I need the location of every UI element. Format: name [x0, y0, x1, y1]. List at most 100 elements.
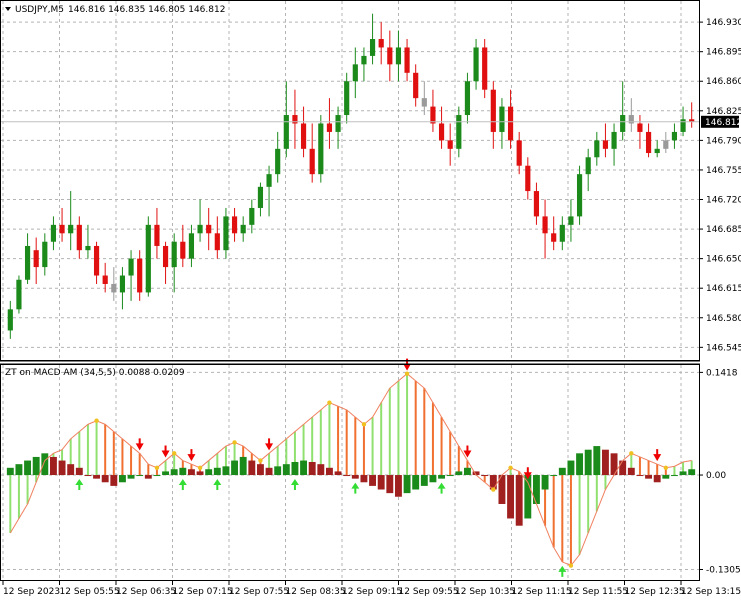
candle-body [387, 47, 393, 65]
macd-bar [653, 475, 661, 483]
candle-body [645, 131, 652, 154]
price-tag: 146.812 [701, 115, 741, 128]
candle-body [352, 64, 358, 82]
time-tick-label: 12 Sep 07:55 [229, 587, 289, 597]
turn-dot [629, 451, 634, 456]
turn-dot [94, 418, 99, 423]
turn-dot [197, 465, 203, 470]
dropdown-triangle-icon[interactable] [5, 7, 11, 11]
candle-body [154, 224, 160, 246]
candle-body [447, 140, 453, 149]
candle-body [240, 224, 246, 234]
candle-body [292, 115, 298, 124]
down-arrow-icon [161, 445, 170, 458]
candle-body [490, 89, 496, 132]
candle-body [137, 258, 143, 293]
time-tick-label: 12 Sep 2023 [3, 587, 60, 597]
time-tick-label: 12 Sep 07:15 [173, 587, 233, 597]
turn-dot [568, 563, 574, 568]
up-arrow-icon [178, 479, 187, 491]
candle-body [628, 115, 634, 124]
candle-body [585, 157, 591, 175]
candle-body [689, 119, 695, 122]
indicator-pane-frame [0, 364, 700, 581]
candle-body [594, 140, 600, 158]
macd-bar [170, 469, 178, 476]
macd-bar [351, 475, 359, 479]
candle-body [482, 47, 488, 90]
candle-body [59, 224, 65, 234]
macd-bar [136, 475, 144, 477]
down-arrow-icon [187, 449, 196, 462]
turn-dot [258, 458, 263, 463]
macd-bar [567, 460, 575, 476]
candle-body [654, 148, 660, 154]
macd-bar [601, 449, 609, 476]
candle-body [680, 119, 686, 132]
macd-bar [101, 475, 109, 483]
candle-body [50, 224, 57, 242]
macd-bar [343, 475, 351, 477]
candle-body [620, 115, 626, 132]
macd-bar [334, 471, 342, 476]
macd-bar [507, 475, 515, 519]
candle-body [395, 47, 402, 65]
time-tick-label: 12 Sep 12:35 [625, 587, 685, 597]
up-arrow-icon [437, 482, 446, 494]
macd-bar [619, 460, 627, 476]
candle-body [42, 241, 48, 268]
macd-bar [291, 462, 299, 476]
price-tick-label: 146.685 [706, 225, 741, 235]
candle-body [559, 224, 565, 242]
down-arrow-icon [463, 445, 472, 458]
candle-body [378, 39, 384, 48]
price-tick-label: 146.825 [706, 107, 741, 117]
turn-dot [327, 400, 332, 405]
macd-bar [369, 475, 377, 486]
main-grid [1, 1, 699, 360]
candle-body [188, 233, 195, 259]
signal-line [9, 373, 692, 567]
indicator-tick-label: 0.1418 [706, 368, 738, 378]
macd-bar [93, 475, 101, 479]
macd-bar [213, 467, 221, 476]
price-tick-label: 146.650 [706, 255, 741, 265]
macd-bar [162, 471, 170, 476]
down-arrow-icon [653, 449, 662, 462]
time-tick-label: 12 Sep 09:55 [399, 587, 459, 597]
macd-bar [325, 467, 333, 476]
candle-body [231, 216, 238, 234]
indicator-tick-label: -0.1305 [706, 566, 741, 576]
macd-bar [541, 475, 549, 490]
candle-body [7, 309, 13, 331]
candle-body [335, 115, 341, 132]
macd-bar [67, 464, 75, 476]
time-tick-label: 12 Sep 08:35 [286, 587, 346, 597]
candle-body [145, 224, 151, 293]
main-pane-frame [0, 0, 700, 361]
candle-body [456, 115, 462, 149]
macd-bar [282, 464, 290, 476]
macd-bar [412, 475, 420, 490]
up-arrow-icon [213, 479, 222, 491]
macd-bar [248, 460, 256, 476]
macd-bar [179, 467, 187, 476]
main-price-axis: 146.930 146.895 146.860 146.825 146.790 146.7… [699, 18, 741, 353]
macd-bar [463, 467, 471, 476]
macd-bar [205, 469, 213, 476]
macd-bar [317, 464, 325, 476]
current-price-label: 146.812 [705, 118, 741, 128]
candle-body [68, 224, 74, 234]
macd-bar [41, 453, 49, 476]
macd-bar [446, 475, 454, 477]
macd-bar [670, 475, 678, 477]
up-arrow-icon [290, 479, 299, 491]
time-tick-label: 12 Sep 13:15 [681, 587, 741, 597]
candle-body [128, 258, 134, 276]
macd-bar [550, 475, 558, 477]
candle-body [76, 224, 82, 251]
macd-bar [438, 475, 446, 479]
macd-bar [481, 475, 489, 477]
candle-body [361, 55, 367, 65]
down-arrow-icon [135, 438, 144, 451]
